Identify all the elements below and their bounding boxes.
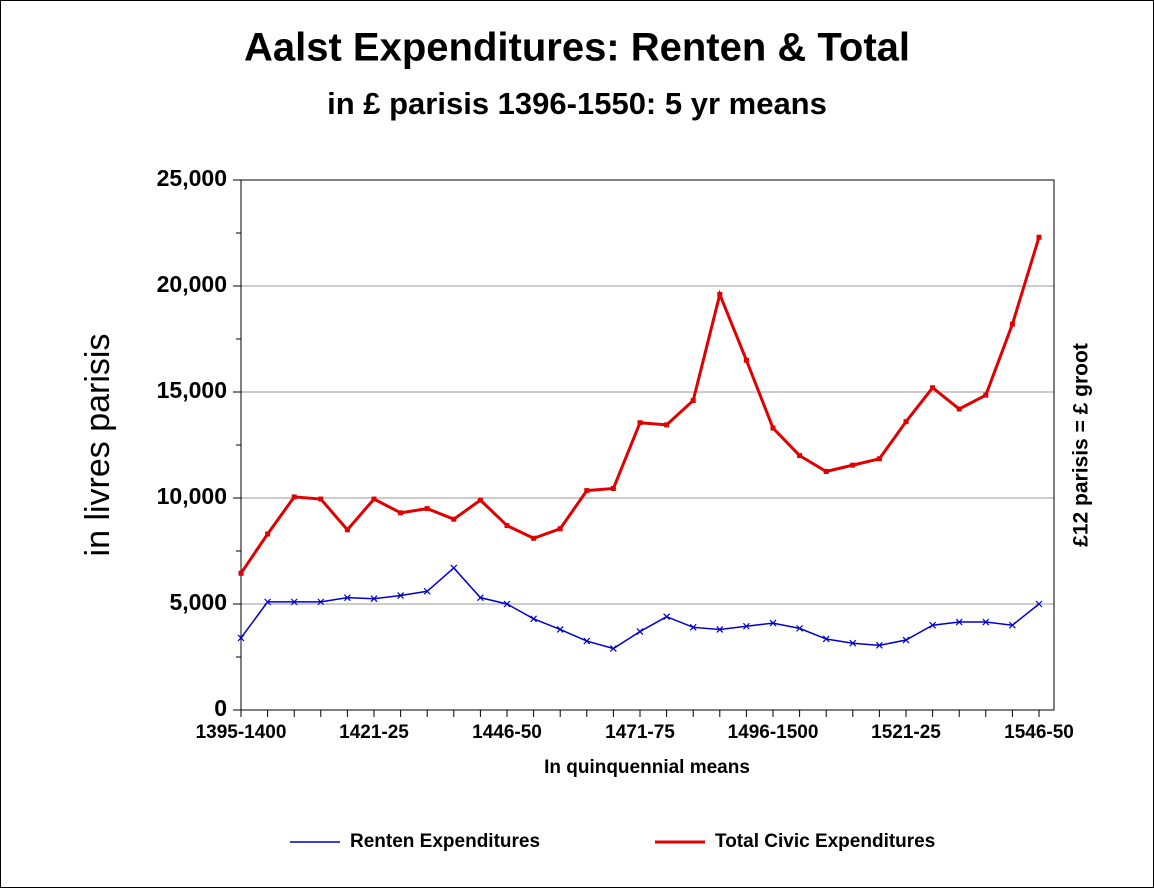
- plot-frame: [240, 179, 1055, 711]
- marker: [716, 626, 724, 633]
- marker: [318, 496, 324, 502]
- marker: [371, 496, 377, 502]
- marker: [610, 485, 616, 491]
- marker: [1035, 600, 1043, 608]
- marker: [317, 598, 325, 606]
- y-tick-label: 5,000: [169, 589, 227, 615]
- marker: [822, 635, 830, 643]
- x-axis-label: In quinquennial means: [544, 757, 750, 778]
- chart-title: Aalst Expenditures: Renten & Total: [244, 26, 910, 70]
- marker: [636, 628, 644, 635]
- marker: [1036, 234, 1042, 240]
- marker: [397, 592, 405, 599]
- marker: [477, 497, 483, 503]
- y-tick-label: 0: [214, 695, 227, 721]
- marker: [451, 516, 457, 522]
- marker: [1008, 621, 1016, 629]
- chart-subtitle: in £ parisis 1396-1550: 5 yr means: [327, 86, 827, 121]
- marker: [423, 587, 431, 595]
- marker: [583, 637, 591, 645]
- x-tick-label: 1471-75: [605, 722, 675, 743]
- x-tick-label: 1521-25: [871, 722, 941, 743]
- marker: [370, 595, 378, 603]
- marker: [398, 510, 404, 516]
- y-tick-label: 15,000: [157, 377, 227, 403]
- marker: [769, 619, 777, 627]
- marker: [930, 385, 936, 391]
- marker: [689, 623, 697, 631]
- marker: [742, 622, 750, 630]
- legend-label: Total Civic Expenditures: [715, 831, 935, 852]
- marker: [584, 488, 590, 494]
- marker: [424, 506, 430, 512]
- marker: [875, 641, 883, 649]
- marker: [663, 613, 671, 621]
- marker: [850, 462, 856, 468]
- marker: [823, 469, 829, 474]
- x-tick-label: 1446-50: [472, 722, 542, 743]
- y2-axis-label: £12 parisis = £ groot: [1070, 343, 1093, 547]
- marker: [770, 425, 776, 431]
- marker: [344, 527, 350, 533]
- marker: [1009, 321, 1015, 327]
- marker: [343, 594, 351, 602]
- y-axis-label: in livres parisis: [79, 334, 117, 557]
- x-tick-label: 1421-25: [339, 722, 409, 743]
- marker: [504, 523, 510, 529]
- marker: [237, 634, 245, 642]
- y-tick-label: 25,000: [157, 165, 227, 191]
- marker: [955, 618, 963, 626]
- marker: [664, 422, 670, 428]
- marker: [476, 594, 484, 602]
- y-tick-label: 10,000: [157, 483, 227, 509]
- marker: [902, 636, 910, 644]
- marker: [797, 453, 803, 459]
- marker: [609, 645, 617, 652]
- marker: [503, 600, 511, 608]
- marker: [557, 526, 563, 532]
- marker: [531, 535, 537, 541]
- marker: [264, 598, 272, 606]
- marker: [929, 621, 937, 629]
- marker: [983, 392, 989, 398]
- marker: [530, 615, 538, 623]
- marker: [956, 406, 962, 412]
- marker: [291, 494, 297, 500]
- x-tick-label: 1496-1500: [728, 722, 819, 743]
- x-tick-label: 1546-50: [1004, 722, 1074, 743]
- marker: [290, 598, 298, 606]
- marker: [876, 456, 882, 462]
- legend-label: Renten Expenditures: [350, 831, 540, 852]
- marker: [982, 618, 990, 626]
- marker: [450, 564, 458, 572]
- marker: [238, 570, 244, 576]
- marker: [849, 639, 857, 647]
- marker: [717, 291, 723, 297]
- marker: [265, 531, 271, 537]
- marker: [637, 420, 643, 426]
- marker: [743, 357, 749, 363]
- y-tick-label: 20,000: [157, 271, 227, 297]
- marker: [556, 626, 564, 633]
- marker: [690, 397, 696, 403]
- marker: [903, 419, 909, 425]
- x-tick-label: 1395-1400: [196, 722, 287, 743]
- marker: [796, 624, 804, 632]
